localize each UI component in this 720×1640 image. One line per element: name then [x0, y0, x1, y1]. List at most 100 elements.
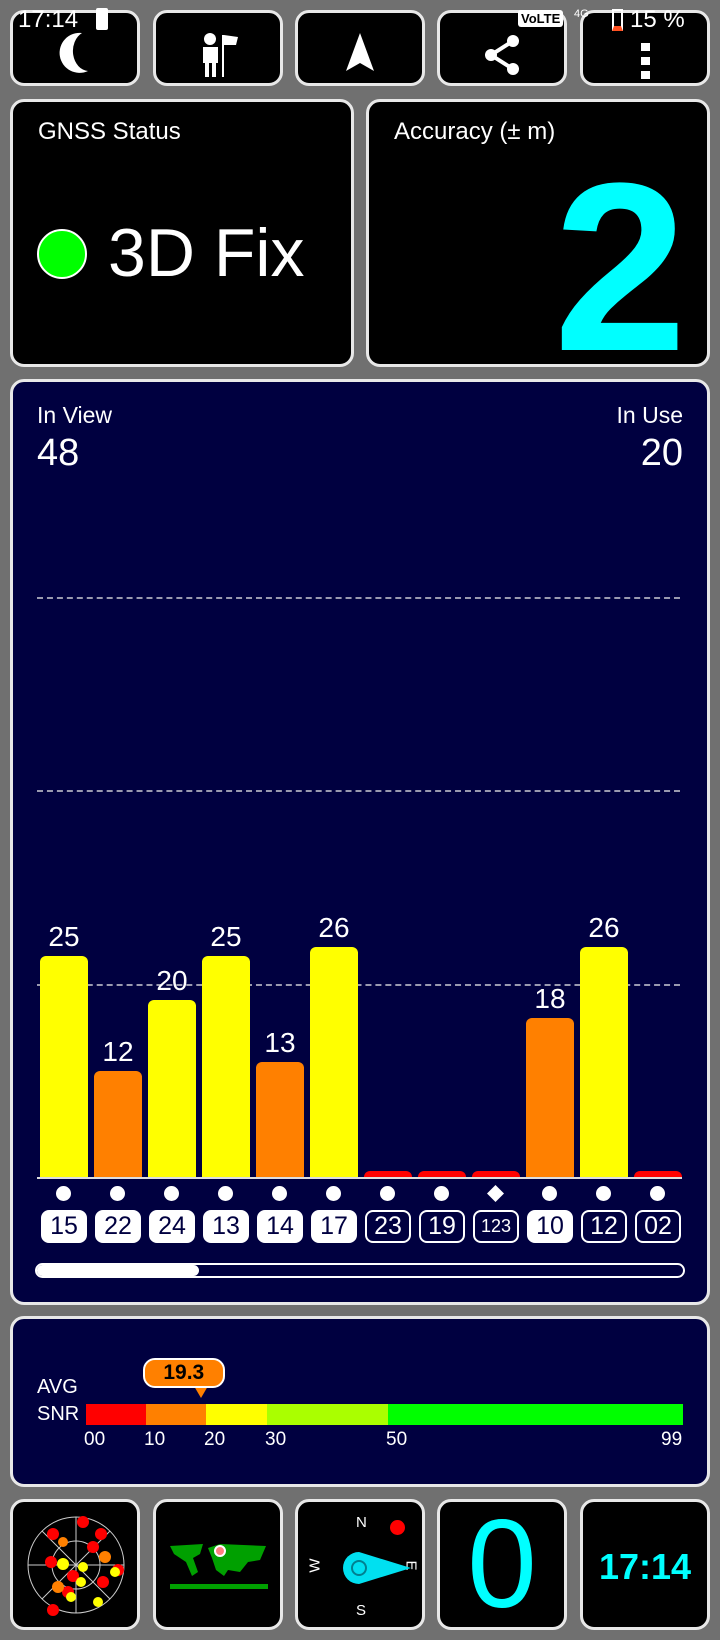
waypoint-button[interactable] [153, 10, 283, 86]
snr-tick-label: 99 [661, 1429, 683, 1450]
snr-bar [580, 946, 628, 1177]
snr-bar-label: 12 [102, 1035, 134, 1067]
snr-bar-label: 26 [318, 911, 350, 943]
satellite-prn[interactable]: 10 [527, 1210, 573, 1243]
avg-snr-panel [10, 1316, 710, 1487]
gnss-status-value: 3D Fix [108, 215, 305, 291]
circle-marker-icon [56, 1186, 71, 1201]
satellite-prn[interactable]: 14 [257, 1210, 303, 1243]
snr-bar [202, 955, 250, 1177]
snr-bar [418, 1171, 466, 1177]
satellite-prn[interactable]: 02 [635, 1210, 681, 1243]
satellite-prn[interactable]: 24 [149, 1210, 195, 1243]
in-view-count: 48 [37, 432, 80, 474]
accuracy-panel[interactable]: Accuracy (± m) 2 [366, 99, 710, 367]
satellite-prn[interactable]: 123 [473, 1210, 519, 1243]
speed-panel[interactable]: 0 [437, 1499, 567, 1630]
network-gen: 4G [574, 8, 589, 20]
in-use-label: In Use [616, 402, 683, 428]
snr-tick-label: 10 [144, 1429, 166, 1450]
snr-bar [364, 1171, 412, 1177]
snr-bar-label: 18 [534, 982, 566, 1014]
satellite-prn[interactable]: 19 [419, 1210, 465, 1243]
share-button[interactable] [437, 10, 567, 86]
more-vert-icon [641, 43, 650, 79]
snr-bar [526, 1017, 574, 1177]
compass-s: S [356, 1602, 367, 1619]
snr-tick-label: 20 [204, 1429, 226, 1450]
volte-badge: VoLTE [518, 10, 564, 27]
snr-bar-label: 20 [156, 965, 188, 996]
compass-w: W [306, 1558, 324, 1573]
circle-marker-icon [434, 1186, 449, 1201]
circle-marker-icon [164, 1186, 179, 1201]
status-time: 17:14 [18, 6, 79, 33]
snr-bar [94, 1070, 142, 1177]
in-use-count: 20 [640, 432, 683, 474]
in-view-label: In View [37, 402, 113, 428]
more-button[interactable] [580, 10, 710, 86]
accuracy-title: Accuracy (± m) [394, 118, 556, 145]
night-mode-button[interactable] [10, 10, 140, 86]
circle-marker-icon [326, 1186, 341, 1201]
snr-bar-label: 13 [264, 1026, 296, 1058]
sky-plot-button[interactable] [10, 1499, 140, 1630]
satellite-prn[interactable]: 12 [581, 1210, 627, 1243]
satellite-prn[interactable]: 13 [203, 1210, 249, 1243]
battery-icon [612, 9, 623, 31]
battery-percent: 15 % [630, 6, 685, 33]
circle-marker-icon [380, 1186, 395, 1201]
gridline [37, 984, 680, 986]
world-map-icon [170, 1544, 268, 1589]
avg-snr-marker: 19.3 [142, 1358, 225, 1388]
fix-indicator-icon [37, 229, 87, 279]
satellite-prn[interactable]: 15 [41, 1210, 87, 1243]
snr-bar [472, 1171, 520, 1177]
satellite-prn[interactable]: 23 [365, 1210, 411, 1243]
circle-marker-icon [272, 1186, 287, 1201]
compass-button[interactable]: N S W E [295, 1499, 425, 1630]
circle-marker-icon [542, 1186, 557, 1201]
snr-bar [256, 1061, 304, 1177]
compass-needle-icon [343, 1552, 411, 1584]
snr-scale-segment [206, 1404, 267, 1425]
snr-tick-label: 50 [386, 1429, 408, 1450]
clock-panel[interactable]: 17:14 [580, 1499, 710, 1630]
satellite-scrollbar[interactable] [35, 1263, 685, 1278]
circle-marker-icon [110, 1186, 125, 1201]
navigation-arrow-icon [346, 33, 374, 71]
circle-marker-icon [218, 1186, 233, 1201]
snr-bar [310, 946, 358, 1177]
snr-bar-label: 26 [588, 911, 620, 943]
snr-scale-segment [146, 1404, 206, 1425]
moon-icon [59, 32, 88, 73]
gnss-status-panel[interactable]: GNSS Status 3D Fix [10, 99, 354, 367]
snr-scale-segment [388, 1404, 683, 1425]
snr-label-snr: SNR [37, 1403, 80, 1425]
snr-scale-segment [86, 1404, 146, 1425]
satellite-prn[interactable]: 17 [311, 1210, 357, 1243]
world-map-button[interactable] [153, 1499, 283, 1630]
scrollbar-thumb[interactable] [37, 1265, 199, 1276]
snr-tick-label: 00 [84, 1429, 106, 1450]
snr-scale-segment [267, 1404, 388, 1425]
battery-alert-icon [96, 8, 108, 30]
compass-n: N [356, 1514, 367, 1531]
snr-bar [634, 1171, 682, 1177]
snr-bar-label: 25 [210, 920, 242, 952]
satellite-prn[interactable]: 22 [95, 1210, 141, 1243]
snr-bar [40, 955, 88, 1177]
speed-value: 0 [467, 1495, 537, 1634]
navigation-button[interactable] [295, 10, 425, 86]
snr-bar-label: 25 [48, 920, 80, 952]
accuracy-value: 2 [553, 133, 687, 367]
share-icon [485, 35, 519, 75]
snr-tick-label: 30 [265, 1429, 287, 1450]
snr-bar [148, 1000, 196, 1177]
gridline [37, 790, 680, 792]
chart-baseline [37, 1177, 682, 1179]
circle-marker-icon [650, 1186, 665, 1201]
circle-marker-icon [596, 1186, 611, 1201]
gridline [37, 597, 680, 599]
sky-plot-icon [27, 1516, 125, 1616]
